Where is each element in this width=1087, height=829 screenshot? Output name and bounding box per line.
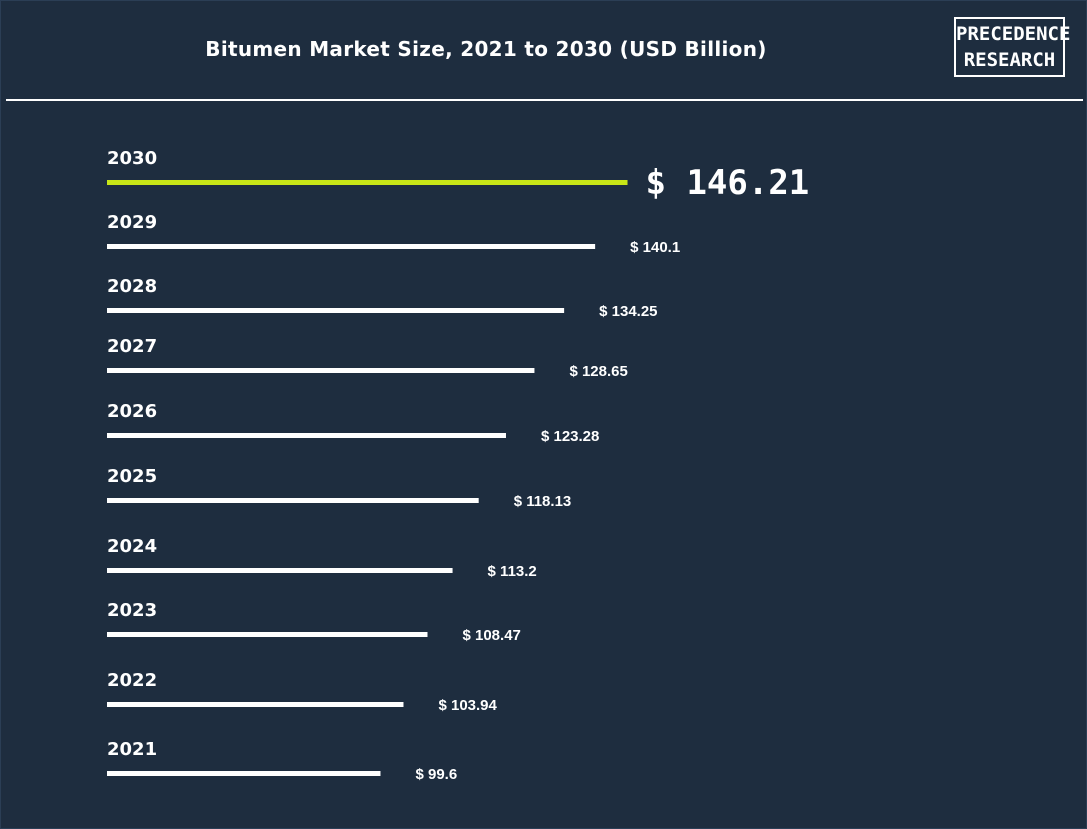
bar-2030 <box>107 180 628 185</box>
category-label-2029: 2029 <box>107 212 157 233</box>
value-label-2025: $ 118.13 <box>514 493 572 510</box>
category-label-2026: 2026 <box>107 401 157 422</box>
logo-line-2: RESEARCH <box>963 49 1056 71</box>
value-label-2029: $ 140.1 <box>630 239 680 256</box>
category-label-2021: 2021 <box>107 739 157 760</box>
bar-2022 <box>107 702 404 707</box>
bar-2029 <box>107 244 596 249</box>
bar-2023 <box>107 632 428 637</box>
logo-line-1: PRECEDENCE <box>956 23 1071 45</box>
bar-2021 <box>107 771 381 776</box>
bar-2024 <box>107 568 453 573</box>
value-label-2027: $ 128.65 <box>569 363 627 380</box>
precedence-research-logo: PRECEDENCE RESEARCH <box>954 17 1071 77</box>
value-label-2022: $ 103.94 <box>438 697 497 714</box>
title-divider <box>6 99 1083 101</box>
value-label-2028: $ 134.25 <box>599 303 657 320</box>
category-label-2024: 2024 <box>107 536 157 557</box>
value-label-2023: $ 108.47 <box>462 627 520 644</box>
bar-2025 <box>107 498 479 503</box>
category-label-2030: 2030 <box>107 148 157 169</box>
category-label-2025: 2025 <box>107 466 157 487</box>
bar-2026 <box>107 433 506 438</box>
chart-title: Bitumen Market Size, 2021 to 2030 (USD B… <box>205 37 767 61</box>
category-label-2028: 2028 <box>107 276 157 297</box>
value-label-2030: $ 146.21 <box>646 163 810 203</box>
bar-2028 <box>107 308 565 313</box>
category-label-2027: 2027 <box>107 336 157 357</box>
category-label-2022: 2022 <box>107 670 157 691</box>
category-label-2023: 2023 <box>107 600 157 621</box>
bar-2027 <box>107 368 535 373</box>
value-label-2021: $ 99.6 <box>415 766 457 783</box>
value-label-2026: $ 123.28 <box>541 428 599 445</box>
value-label-2024: $ 113.2 <box>488 563 537 580</box>
